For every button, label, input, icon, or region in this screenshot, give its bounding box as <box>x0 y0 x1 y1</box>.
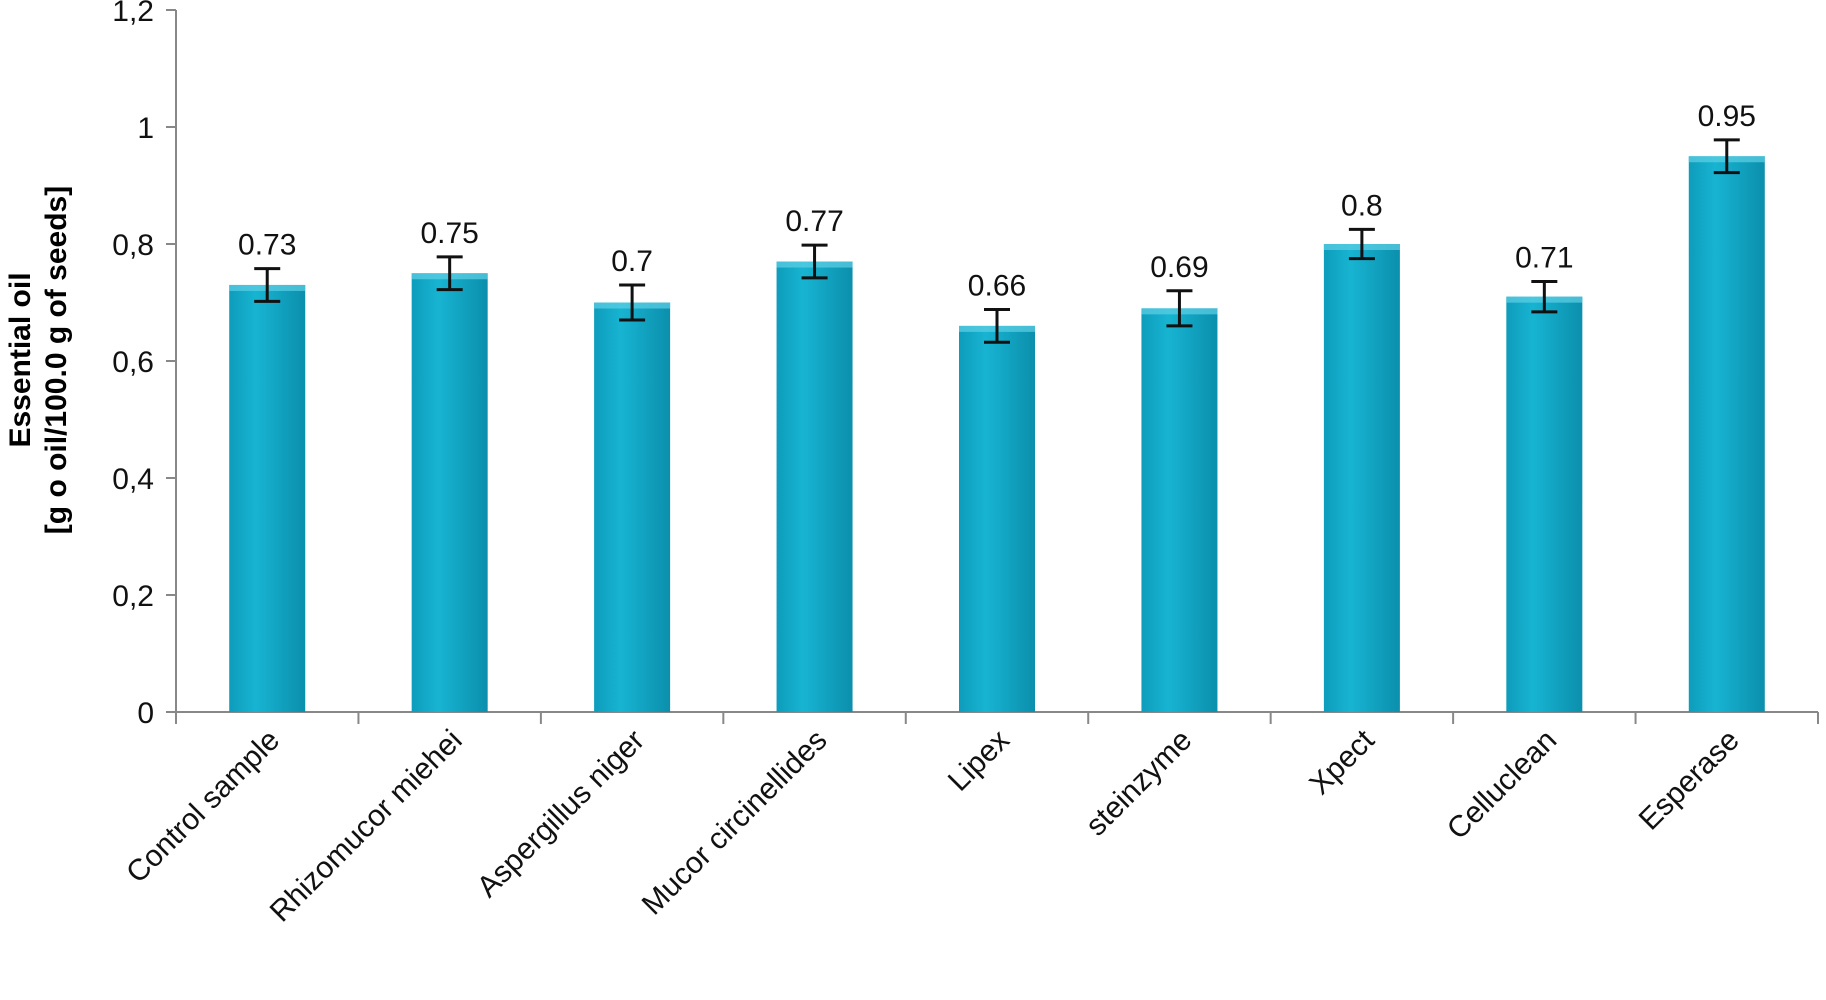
data-label: 0.7 <box>611 245 653 278</box>
bars: 0.73 Control sample 0.75 Rhizomucor miehei 0… <box>120 100 1765 929</box>
y-tick-label: 1,2 <box>112 0 154 28</box>
data-label: 0.95 <box>1698 100 1756 133</box>
y-tick-label: 0,8 <box>112 229 154 262</box>
y-axis-title: Essential oil [g o oil/100.0 g of seeds] <box>4 186 73 534</box>
category-label: Xpect <box>1303 723 1381 801</box>
data-label: 0.66 <box>968 270 1026 303</box>
y-axis-title-line-1: Essential oil <box>4 272 37 447</box>
category-label: Lipex <box>942 724 1016 798</box>
y-axis-title-line-2: [g o oil/100.0 g of seeds] <box>40 186 73 534</box>
bar <box>1688 156 1765 712</box>
category-label: Esperase <box>1633 724 1746 837</box>
bar <box>594 302 671 712</box>
data-label: 0.77 <box>785 205 843 238</box>
y-tick-label: 0,4 <box>112 463 154 496</box>
bar <box>1506 296 1583 712</box>
category-label: Aspergillus niger <box>471 724 651 904</box>
category-label: Rhizomucor miehei <box>264 724 469 929</box>
y-tick-label: 0,2 <box>112 580 154 613</box>
y-tick-label: 0,6 <box>112 346 154 379</box>
bar <box>959 325 1035 712</box>
category-label: steinzyme <box>1080 724 1199 843</box>
bar <box>1141 308 1218 712</box>
data-label: 0.69 <box>1150 251 1208 284</box>
y-tick-label: 0 <box>137 697 154 730</box>
category-label: Mucor circinellides <box>636 724 834 922</box>
bar <box>229 284 306 712</box>
data-label: 0.73 <box>238 229 296 262</box>
bar <box>411 273 488 712</box>
y-tick-label: 1 <box>137 112 154 145</box>
data-label: 0.75 <box>420 217 478 250</box>
bar <box>1323 244 1400 712</box>
data-label: 0.71 <box>1515 241 1573 274</box>
data-label: 0.8 <box>1341 189 1383 222</box>
bar <box>776 261 853 712</box>
category-label: Celluclean <box>1441 724 1563 846</box>
category-label: Control sample <box>120 724 286 890</box>
